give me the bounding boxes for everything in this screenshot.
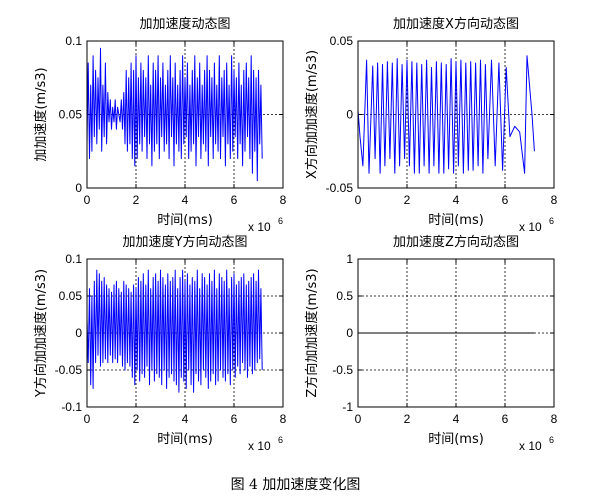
plot-frame: [357, 40, 555, 189]
y-tick-label: 0.5: [336, 289, 353, 303]
x-axis-label: 时间(ms): [157, 432, 213, 447]
chart-title: 加加速度X方向动态图: [393, 16, 519, 32]
y-tick-label: -1: [342, 400, 353, 414]
x-tick-label: 2: [404, 412, 411, 426]
x-tick-label: 0: [84, 193, 91, 207]
x-tick-label: 4: [453, 412, 460, 426]
x-tick-label: 8: [280, 193, 287, 207]
x-tick-label: 4: [182, 193, 189, 207]
series-line-1: [86, 47, 263, 182]
x-tick-label: 0: [84, 412, 91, 426]
x-tick-label: 2: [404, 193, 411, 207]
y-axis-label: 加加速度(m/s3): [33, 67, 49, 161]
x-tick-label: 0: [355, 412, 362, 426]
y-axis-label: Z方向加加速度(m/s3): [304, 268, 320, 397]
plot-frame: [86, 40, 284, 189]
x-tick-label: 6: [502, 412, 509, 426]
y-tick-label: 0: [346, 108, 353, 122]
figure-caption: 图 4 加加速度变化图: [230, 477, 361, 493]
x-axis-exponent: 6: [278, 216, 283, 226]
x-tick-label: 6: [231, 412, 238, 426]
plot-frame: [86, 258, 284, 408]
y-tick-label: -0.1: [61, 400, 82, 414]
y-tick-label: 0: [75, 326, 82, 340]
x-tick-label: 2: [133, 193, 140, 207]
x-tick-label: 4: [453, 193, 460, 207]
x-axis-label: 时间(ms): [157, 213, 213, 228]
y-tick-label: -0.5: [332, 363, 353, 377]
x-axis-exponent: 6: [549, 435, 554, 445]
x-tick-label: 6: [231, 193, 238, 207]
y-tick-label: 0: [75, 181, 82, 195]
y-tick-label: 0.1: [65, 34, 82, 48]
chart-title: 加加速度Z方向动态图: [393, 234, 519, 250]
y-tick-label: -0.05: [326, 181, 354, 195]
x-tick-label: 8: [280, 412, 287, 426]
x-tick-label: 6: [502, 193, 509, 207]
x-tick-label: 8: [551, 193, 558, 207]
x-axis-label: 时间(ms): [428, 432, 484, 447]
y-tick-label: 0.05: [59, 108, 83, 122]
y-axis-label: X方向加加速度(m/s3): [304, 50, 320, 179]
y-tick-label: 0: [346, 326, 353, 340]
y-axis-label: Y方向加加速度(m/s3): [33, 269, 49, 398]
series-line-1: [86, 269, 263, 393]
x-tick-label: 8: [551, 412, 558, 426]
plot-frame: [357, 258, 555, 408]
y-tick-label: 0.05: [330, 34, 354, 48]
y-tick-label: 0.05: [59, 289, 83, 303]
x-axis-multiplier: x 10: [248, 439, 271, 453]
series-line-1: [357, 55, 535, 174]
x-tick-label: 0: [355, 193, 362, 207]
x-axis-label: 时间(ms): [428, 213, 484, 228]
y-tick-label: 1: [346, 252, 353, 266]
y-tick-label: -0.05: [55, 363, 83, 377]
x-axis-exponent: 6: [278, 435, 283, 445]
chart-title: 加加速度Y方向动态图: [123, 234, 248, 250]
chart-title: 加加速度动态图: [139, 16, 230, 32]
x-axis-multiplier: x 10: [519, 220, 542, 234]
x-tick-label: 4: [182, 412, 189, 426]
x-tick-label: 2: [133, 412, 140, 426]
y-tick-label: 0.1: [65, 252, 82, 266]
x-axis-multiplier: x 10: [519, 439, 542, 453]
x-axis-exponent: 6: [549, 216, 554, 226]
x-axis-multiplier: x 10: [248, 220, 271, 234]
